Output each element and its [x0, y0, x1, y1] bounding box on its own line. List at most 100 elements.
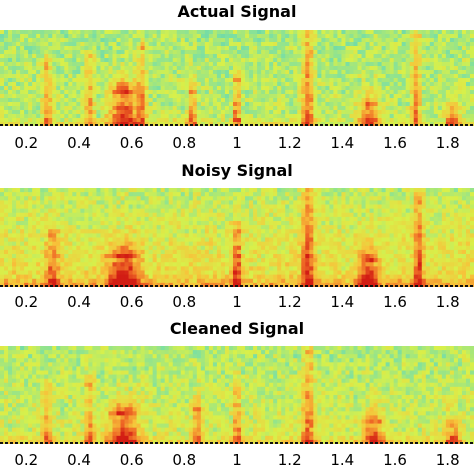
- spectrogram-cell: [349, 216, 355, 222]
- spectrogram-cell: [257, 50, 262, 55]
- spectrogram-cell: [469, 200, 474, 206]
- spectrogram-cell: [216, 200, 222, 206]
- spectrogram-cell: [361, 118, 367, 123]
- spectrogram-cell: [16, 237, 21, 243]
- spectrogram-cell: [120, 254, 126, 259]
- spectrogram-cell: [457, 50, 463, 55]
- spectrogram-cell: [353, 74, 359, 79]
- spectrogram-cell: [301, 110, 306, 115]
- spectrogram-cell: [365, 192, 371, 197]
- spectrogram-cell: [381, 249, 387, 255]
- spectrogram-cell: [52, 86, 57, 91]
- spectrogram-cell: [237, 62, 242, 67]
- spectrogram-cell: [132, 98, 138, 103]
- spectrogram-cell: [389, 98, 395, 103]
- spectrogram-cell: [8, 249, 13, 255]
- spectrogram-cell: [220, 254, 226, 259]
- spectrogram-cell: [176, 212, 182, 218]
- spectrogram-cell: [349, 114, 355, 119]
- spectrogram-cell: [88, 110, 93, 115]
- spectrogram-cell: [152, 241, 158, 247]
- spectrogram-cell: [108, 241, 114, 247]
- spectrogram-cell: [269, 110, 274, 115]
- spectrogram-cell: [232, 90, 238, 95]
- spectrogram-cell: [257, 42, 262, 47]
- spectrogram-cell: [297, 62, 302, 67]
- spectrogram-cell: [269, 70, 274, 75]
- spectrogram-cell: [100, 70, 106, 75]
- spectrogram-cell: [441, 192, 447, 197]
- spectrogram-cell: [345, 196, 351, 201]
- spectrogram-cell: [76, 237, 81, 243]
- spectrogram-cell: [449, 46, 455, 51]
- spectrogram-cell: [409, 38, 415, 43]
- spectrogram-cell: [377, 229, 383, 234]
- spectrogram-cell: [337, 188, 343, 193]
- spectrogram-cell: [24, 98, 29, 103]
- spectrogram-cell: [104, 82, 110, 87]
- spectrogram-cell: [261, 204, 266, 210]
- spectrogram-cell: [449, 98, 455, 103]
- spectrogram-cell: [425, 106, 431, 111]
- spectrogram-cell: [237, 258, 242, 263]
- spectrogram-cell: [48, 78, 53, 83]
- spectrogram-cell: [124, 241, 130, 247]
- spectrogram-cell: [172, 258, 178, 263]
- spectrogram-cell: [237, 70, 242, 75]
- spectrogram-cell: [341, 249, 347, 255]
- spectrogram-cell: [128, 245, 134, 251]
- spectrogram-cell: [465, 122, 471, 126]
- spectrogram-cell: [84, 192, 89, 197]
- spectrogram-cell: [208, 102, 214, 107]
- spectrogram-cell: [325, 212, 330, 218]
- spectrogram-cell: [433, 54, 439, 59]
- spectrogram-cell: [257, 200, 262, 206]
- spectrogram-cell: [257, 110, 262, 115]
- spectrogram-cell: [80, 42, 85, 47]
- spectrogram-cell: [136, 204, 142, 210]
- spectrogram-cell: [453, 54, 459, 59]
- spectrogram-cell: [377, 221, 383, 226]
- spectrogram-cell: [365, 221, 371, 226]
- spectrogram-cell: [88, 94, 93, 99]
- spectrogram-cell: [297, 38, 302, 43]
- spectrogram-cell: [232, 66, 238, 71]
- spectrogram-cell: [124, 204, 130, 210]
- spectrogram-cell: [128, 204, 134, 210]
- spectrogram-cell: [401, 46, 407, 51]
- spectrogram-cell: [453, 30, 459, 35]
- spectrogram-cell: [317, 58, 322, 63]
- spectrogram-cell: [325, 245, 330, 251]
- spectrogram-cell: [429, 192, 435, 197]
- spectrogram-cell: [128, 42, 134, 47]
- spectrogram-cell: [20, 204, 25, 210]
- spectrogram-cell: [20, 249, 25, 255]
- spectrogram-cell: [76, 70, 81, 75]
- spectrogram-cell: [453, 200, 459, 206]
- spectrogram-cell: [164, 192, 170, 197]
- spectrogram-cell: [140, 204, 146, 210]
- spectrogram-cell: [313, 212, 318, 218]
- spectrogram-cell: [433, 237, 439, 243]
- spectrogram-cell: [140, 82, 146, 87]
- spectrogram-cell: [172, 221, 178, 226]
- spectrogram-cell: [200, 122, 206, 126]
- spectrogram-cell: [192, 110, 198, 115]
- spectrogram-cell: [353, 241, 359, 247]
- spectrogram-cell: [261, 249, 266, 255]
- actual-signal-spectrogram: [0, 30, 474, 126]
- spectrogram-cell: [36, 74, 41, 79]
- spectrogram-cell: [112, 34, 118, 39]
- spectrogram-cell: [112, 114, 118, 119]
- spectrogram-cell: [112, 58, 118, 63]
- spectrogram-cell: [261, 70, 266, 75]
- spectrogram-cell: [212, 258, 218, 263]
- spectrogram-cell: [305, 86, 310, 91]
- spectrogram-cell: [321, 70, 326, 75]
- spectrogram-cell: [461, 208, 467, 214]
- spectrogram-cell: [88, 86, 93, 91]
- spectrogram-cell: [285, 208, 290, 214]
- spectrogram-cell: [216, 196, 222, 201]
- spectrogram-cell: [28, 229, 33, 234]
- spectrogram-cell: [397, 98, 403, 103]
